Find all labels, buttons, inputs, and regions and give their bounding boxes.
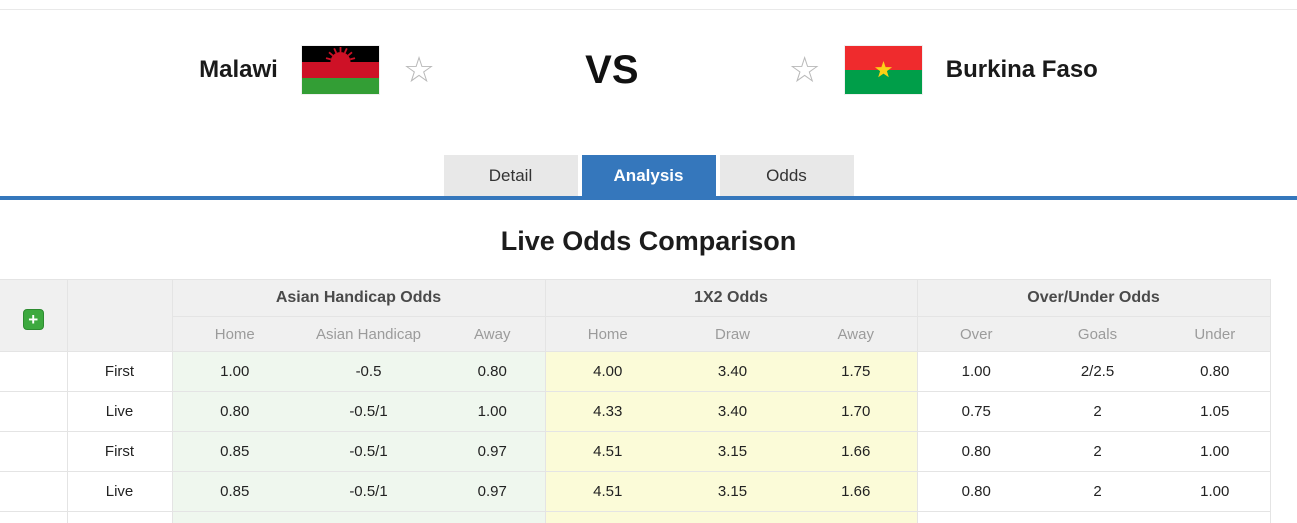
row-company-cell	[0, 391, 67, 432]
odds-cell	[1160, 511, 1271, 523]
odds-cell: 1.66	[795, 431, 918, 472]
table-row-partial	[0, 511, 1271, 523]
odds-cell: 3.40	[670, 351, 796, 392]
odds-cell	[916, 511, 1036, 523]
odds-cell: 0.80	[1160, 351, 1271, 392]
odds-cell: 1.00	[440, 391, 546, 432]
home-team-name: Malawi	[199, 56, 278, 83]
odds-cell: 1.05	[1160, 391, 1271, 432]
odds-cell	[440, 511, 546, 523]
odds-cell: 0.85	[171, 471, 297, 512]
odds-cell: 4.33	[544, 391, 671, 432]
odds-cell: 2	[1035, 431, 1161, 472]
odds-cell: 0.75	[916, 391, 1036, 432]
odds-cell	[670, 511, 796, 523]
odds-cell: 0.80	[171, 391, 297, 432]
home-favorite-star-icon[interactable]: ☆	[402, 49, 436, 90]
away-team-group: ☆ Burkina Faso	[789, 46, 1098, 94]
odds-cell: 3.40	[670, 391, 796, 432]
odds-cell: 1.00	[916, 351, 1036, 392]
row-company-cell	[0, 431, 67, 472]
row-company-cell	[0, 471, 67, 512]
away-favorite-star-icon[interactable]: ☆	[788, 49, 821, 90]
odds-cell: 4.51	[544, 431, 671, 472]
tabs-underline	[0, 196, 1297, 200]
odds-cell: 1.00	[1160, 431, 1271, 472]
live-odds-table: + Asian Handicap Odds 1X2 Odds Over/Unde…	[0, 279, 1271, 523]
subheader-ou-over: Over	[916, 316, 1036, 352]
tab-detail[interactable]: Detail	[443, 155, 578, 196]
odds-cell: 0.80	[440, 351, 546, 392]
odds-cell: 1.75	[795, 351, 918, 392]
table-row: First 1.00 -0.5 0.80 4.00 3.40 1.75 1.00…	[0, 351, 1271, 392]
subheader-1x2-away: Away	[795, 316, 918, 352]
row-label: First	[66, 431, 172, 472]
odds-cell: 1.66	[795, 471, 918, 512]
odds-cell: 3.15	[670, 431, 796, 472]
row-label	[66, 511, 172, 523]
subheader-ou-under: Under	[1160, 316, 1271, 352]
odds-cell: 4.51	[544, 471, 671, 512]
subheader-ah-handicap: Asian Handicap	[297, 316, 440, 352]
table-row: Live 0.80 -0.5/1 1.00 4.33 3.40 1.70 0.7…	[0, 391, 1271, 432]
odds-cell: -0.5/1	[297, 431, 440, 472]
odds-cell: 0.80	[916, 471, 1036, 512]
odds-cell: 1.70	[795, 391, 918, 432]
home-team-group: Malawi ☆	[199, 46, 435, 94]
odds-cell: 1.00	[171, 351, 297, 392]
group-header-over-under: Over/Under Odds	[916, 279, 1271, 317]
odds-cell: 0.97	[440, 431, 546, 472]
odds-cell: 2/2.5	[1035, 351, 1161, 392]
add-button[interactable]: +	[22, 309, 44, 330]
add-bookmaker-cell: +	[0, 279, 67, 352]
row-label: Live	[66, 391, 172, 432]
tab-analysis[interactable]: Analysis	[581, 155, 716, 196]
tab-odds[interactable]: Odds	[719, 155, 854, 196]
vs-label: VS	[585, 47, 639, 92]
table-row: First 0.85 -0.5/1 0.97 4.51 3.15 1.66 0.…	[0, 431, 1271, 472]
odds-cell: 3.15	[670, 471, 796, 512]
burkina-faso-flag	[844, 46, 922, 94]
odds-cell: 0.85	[171, 431, 297, 472]
odds-cell: -0.5/1	[297, 391, 440, 432]
subheader-ah-home: Home	[171, 316, 297, 352]
odds-cell: 0.80	[916, 431, 1036, 472]
odds-cell: -0.5/1	[297, 471, 440, 512]
row-company-cell	[0, 351, 67, 392]
odds-cell: 1.00	[1160, 471, 1271, 512]
row-company-cell	[0, 511, 67, 523]
odds-cell: 0.97	[440, 471, 546, 512]
top-divider	[0, 9, 1297, 10]
odds-cell	[795, 511, 918, 523]
odds-cell: 4.00	[544, 351, 671, 392]
odds-cell	[171, 511, 297, 523]
group-header-asian-handicap: Asian Handicap Odds	[171, 279, 546, 317]
odds-cell: -0.5	[297, 351, 440, 392]
malawi-flag	[301, 46, 379, 94]
match-header: Malawi ☆ VS ☆ Burkina Fas	[0, 10, 1297, 130]
row-label: Live	[66, 471, 172, 512]
group-header-1x2: 1X2 Odds	[544, 279, 918, 317]
odds-cell: 2	[1035, 391, 1161, 432]
page-title: Live Odds Comparison	[500, 226, 797, 256]
tabs-bar: Detail Analysis Odds	[0, 155, 1297, 196]
subheader-ou-goals: Goals	[1035, 316, 1161, 352]
odds-cell: 2	[1035, 471, 1161, 512]
table-row: Live 0.85 -0.5/1 0.97 4.51 3.15 1.66 0.8…	[0, 471, 1271, 512]
row-label: First	[66, 351, 172, 392]
odds-cell	[297, 511, 440, 523]
odds-cell	[544, 511, 671, 523]
away-team-name: Burkina Faso	[945, 56, 1098, 83]
row-label-header	[66, 279, 172, 352]
subheader-1x2-home: Home	[544, 316, 671, 352]
subheader-ah-away: Away	[440, 316, 546, 352]
subheader-1x2-draw: Draw	[670, 316, 796, 352]
odds-cell	[1035, 511, 1161, 523]
